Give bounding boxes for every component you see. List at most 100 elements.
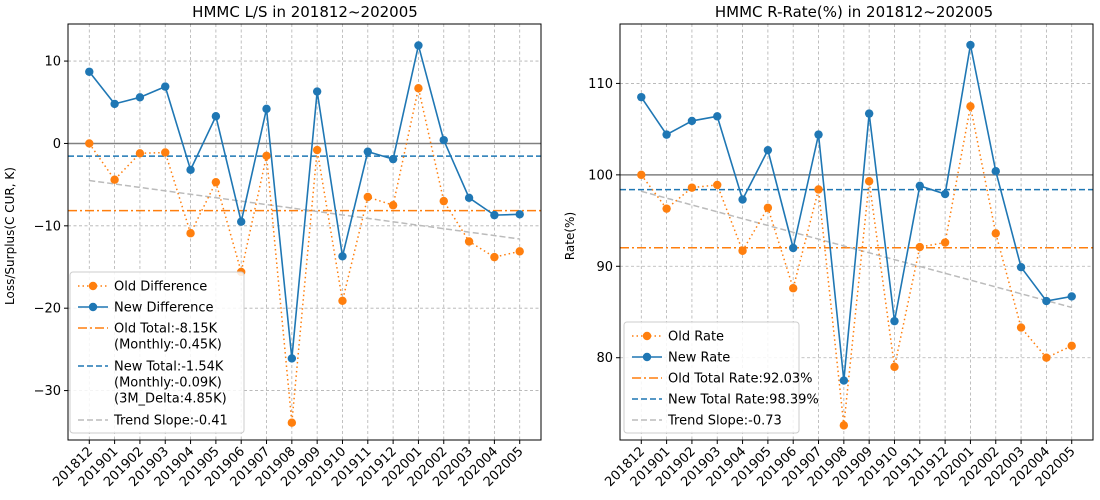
data-point [388, 201, 398, 210]
legend-label: New Rate [668, 351, 730, 366]
plot-frame [619, 23, 1094, 441]
data-point [414, 84, 423, 93]
data-point [312, 145, 322, 155]
data-point [439, 196, 448, 206]
data-point [763, 145, 773, 155]
legend-marker [88, 302, 98, 312]
legend-label: Trend Slope:-0.73 [667, 414, 782, 429]
legend-label: (Monthly:-0.09K) [114, 376, 222, 391]
data-point [211, 177, 221, 187]
data-point [287, 354, 297, 363]
data-point [414, 41, 423, 50]
data-point [687, 116, 697, 126]
legend-label: New Total Rate:98.39% [668, 393, 819, 408]
data-point [85, 67, 94, 76]
data-point [85, 139, 94, 148]
data-point [464, 193, 474, 203]
data-point [966, 102, 975, 111]
rate-chart: HMMC R-Rate(%) in 201812~202005 Rate(%) … [563, 3, 1094, 490]
data-point [890, 316, 899, 326]
data-point [839, 421, 849, 430]
data-point [439, 135, 448, 145]
legend-marker [642, 352, 652, 362]
chart-title: HMMC R-Rate(%) in 201812~202005 [715, 3, 993, 21]
data-point [763, 203, 773, 212]
data-point [363, 147, 372, 156]
data-point [490, 210, 499, 220]
legend-label: Old Difference [114, 280, 207, 295]
data-point [662, 130, 671, 139]
data-point [135, 149, 145, 158]
data-point [915, 242, 924, 252]
legend-marker [88, 281, 98, 291]
legend-marker [642, 331, 652, 341]
data-point [940, 238, 950, 247]
data-point [814, 130, 823, 139]
data-point [287, 418, 297, 427]
series-line-1 [640, 44, 1072, 381]
data-point [915, 181, 924, 191]
data-point [713, 112, 722, 121]
data-point [864, 109, 874, 118]
data-point [890, 362, 899, 372]
data-point [991, 229, 1000, 238]
data-point [110, 99, 119, 109]
data-point [1016, 323, 1026, 332]
plot-frame [67, 23, 542, 441]
y-tick-label: 110 [588, 77, 613, 92]
data-point [713, 180, 722, 190]
data-point [262, 151, 271, 161]
data-point [789, 284, 798, 293]
data-point [515, 247, 524, 256]
legend-label: New Difference [114, 301, 214, 316]
y-tick-label: 90 [596, 260, 613, 275]
data-point [789, 243, 798, 253]
y-axis-label: Loss/Surplus(C CUR, K) [3, 167, 17, 305]
data-point [662, 204, 671, 213]
series-line-1 [88, 45, 520, 359]
loss-surplus-chart: HMMC L/S in 201812~202005 Loss/Surplus(C… [3, 3, 542, 490]
legend-label: Old Total Rate:92.03% [668, 372, 812, 387]
trend-line [89, 179, 520, 240]
data-point [338, 252, 347, 261]
y-tick-label: 80 [596, 351, 613, 366]
data-point [738, 195, 747, 204]
data-point [262, 104, 271, 114]
trend-line [641, 190, 1072, 309]
data-point [338, 296, 347, 305]
y-tick-label: −20 [34, 302, 61, 317]
legend-label: (Monthly:-0.45K) [114, 338, 222, 353]
legend-label: Old Total:-8.15K [114, 322, 218, 337]
data-point [637, 170, 646, 180]
legend-label: Old Rate [668, 330, 724, 345]
data-point [186, 165, 195, 175]
y-tick-label: 0 [53, 137, 61, 152]
data-point [839, 376, 849, 385]
data-point [1042, 353, 1051, 362]
data-point [687, 183, 697, 192]
legend-box [623, 321, 800, 434]
data-point [490, 252, 499, 262]
data-point [161, 148, 170, 157]
series-line-0 [88, 88, 520, 423]
data-point [1067, 292, 1076, 301]
data-point [814, 185, 823, 194]
data-point [515, 210, 524, 219]
legend-box [69, 271, 245, 434]
data-point [940, 189, 950, 199]
legend-label: New Total:-1.54K [114, 360, 224, 375]
data-point [1042, 296, 1051, 306]
data-point [237, 217, 246, 226]
y-axis-label: Rate(%) [563, 212, 577, 260]
data-point [637, 92, 646, 102]
data-point [388, 154, 398, 164]
data-point [312, 87, 322, 96]
legend-label: Trend Slope:-0.41 [113, 414, 228, 429]
data-point [464, 237, 474, 246]
data-point [991, 167, 1000, 176]
y-tick-label: −10 [34, 219, 61, 234]
data-point [135, 93, 145, 102]
data-point [211, 112, 221, 121]
legend-label: (3M_Delta:4.85K) [114, 392, 227, 407]
data-point [966, 40, 975, 50]
